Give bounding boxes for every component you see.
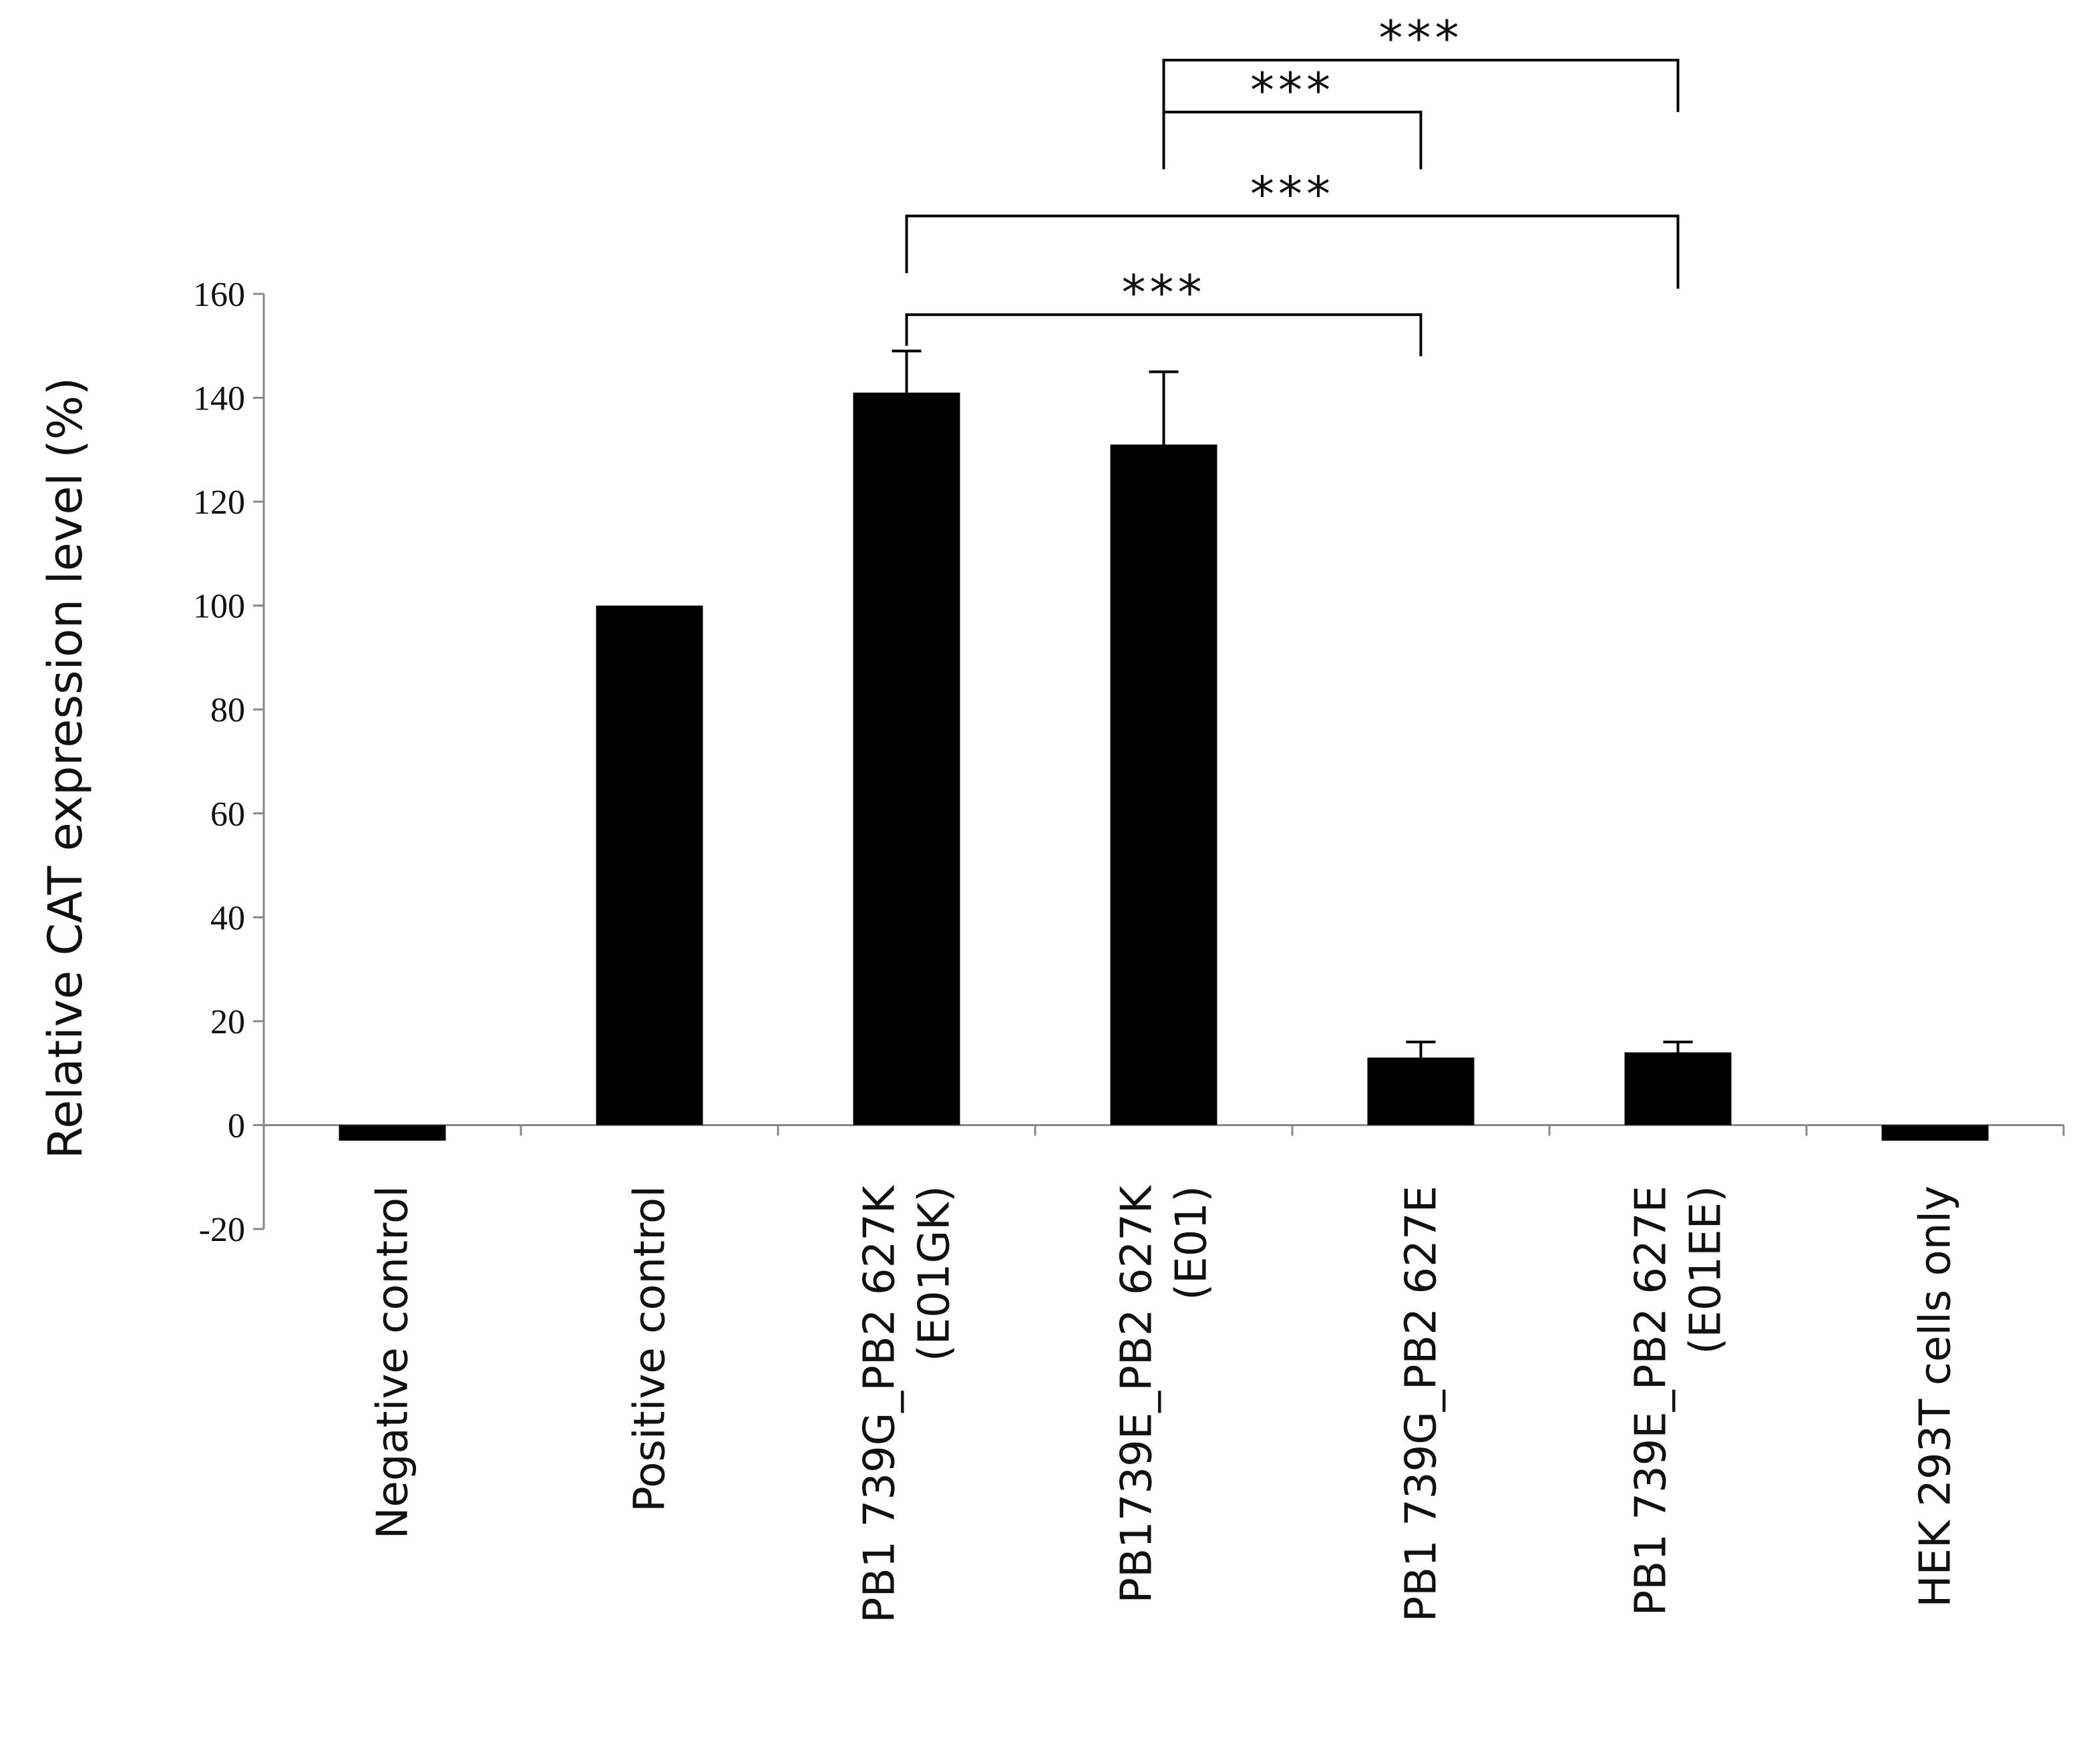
y-tick-label: 60 (210, 796, 245, 834)
category-label-line: HEK 293T cells only (1911, 1186, 1961, 1608)
bar (853, 392, 960, 1125)
category-label-line: (E01EE) (1682, 1186, 1731, 1355)
significance-bracket (905, 313, 1422, 357)
axes: -20 0 20 40 60 80 100 120 140 160 (193, 276, 2065, 1249)
category-label: PB1 739G_PB2 627E (1397, 1186, 1447, 1622)
category-label: PB1 739E_PB2 627E (E01EE) (1627, 1186, 1731, 1616)
y-tick-label: 80 (210, 691, 245, 729)
category-label-line: PB1 739G_PB2 627E (1397, 1186, 1447, 1622)
significance-bracket (905, 214, 1680, 289)
significance-label: *** (1250, 62, 1334, 118)
y-axis-label: Relative CAT expression level (%) (38, 377, 93, 1160)
category-label: Negative control (369, 1186, 418, 1539)
category-label: PB1739E_PB2 627K (E01) (1113, 1184, 1217, 1604)
y-tick-label: -20 (199, 1211, 245, 1249)
significance-label: *** (1122, 264, 1206, 321)
category-label-line: Positive control (626, 1186, 675, 1512)
significance-bracket (1162, 59, 1680, 112)
bar (596, 605, 703, 1125)
y-tick-label: 20 (210, 1003, 245, 1041)
y-tick-label: 100 (193, 588, 245, 626)
significance-label: *** (1250, 166, 1334, 222)
bars (339, 392, 1989, 1141)
y-tick-label: 140 (193, 380, 245, 418)
category-label-line: (E01GK) (910, 1186, 960, 1361)
bar (339, 1125, 446, 1141)
significance-bracket (1162, 110, 1422, 170)
y-tick-label: 0 (228, 1107, 245, 1145)
category-label-line: Negative control (369, 1186, 418, 1539)
category-labels: Negative control Positive control PB1 739G… (369, 1184, 1961, 1623)
category-label: PB1 739G_PB2 627K (E01GK) (856, 1184, 960, 1623)
category-label-line: PB1739E_PB2 627K (1113, 1184, 1162, 1604)
category-label: HEK 293T cells only (1911, 1186, 1961, 1608)
bar (1881, 1125, 1989, 1141)
category-label-line: (E01) (1167, 1186, 1217, 1300)
category-label: Positive control (626, 1186, 675, 1512)
bar (1110, 444, 1217, 1125)
category-label-line: PB1 739G_PB2 627K (856, 1184, 905, 1623)
y-tick-label: 120 (193, 484, 245, 522)
significance-brackets: *** *** *** *** (905, 10, 1680, 357)
y-tick-label: 40 (210, 899, 245, 937)
error-bars (892, 349, 1693, 1058)
category-label-line: PB1 739E_PB2 627E (1627, 1186, 1676, 1616)
bar (1624, 1052, 1732, 1125)
bar (1367, 1057, 1475, 1125)
significance-label: *** (1379, 10, 1463, 66)
y-tick-label: 160 (193, 276, 245, 314)
